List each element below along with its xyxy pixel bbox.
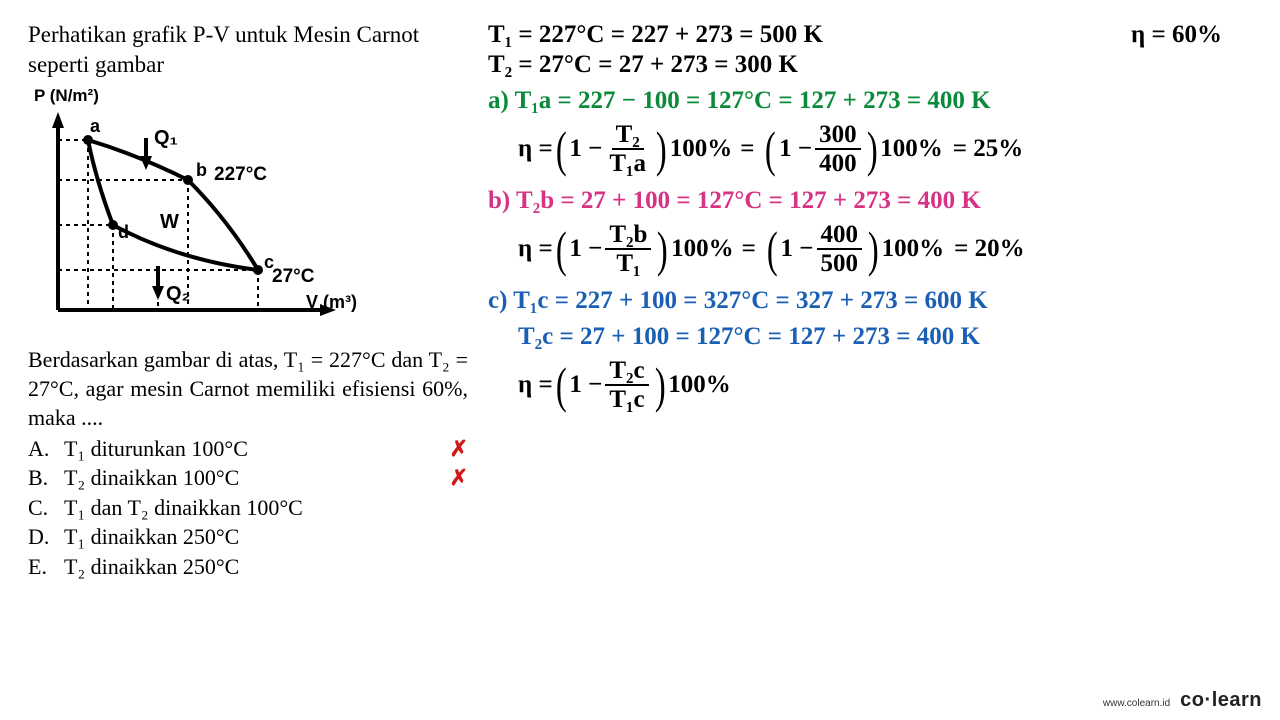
case-b-eta: η = ( 1 − T₂b T₁ ) 100% = ( 1 − 400 500 … [518,222,1262,276]
result: = 20% [954,234,1025,264]
numerator: T₂ [612,122,644,150]
option-letter: A. [28,434,64,463]
case-c-line2: T₂c = 27 + 100 = 127°C = 127 + 273 = 400… [518,322,1262,352]
q1-label: Q₁ [154,127,178,149]
one-minus: 1 − [569,370,602,400]
case-c-eta: η = ( 1 − T₂c T₁c ) 100% [518,358,1262,412]
paren-left: ( [765,129,776,169]
option-text: T₂ dinaikkan 250°C [64,552,468,581]
paren-left: ( [556,229,567,269]
one-minus: 1 − [569,234,602,264]
option-c: C. T₁ dan T₂ dinaikkan 100°C [28,493,468,522]
numerator: 400 [817,222,863,250]
case-b-header: b) T₂b = 27 + 100 = 127°C = 127 + 273 = … [488,186,1262,216]
paren-left: ( [767,229,778,269]
t1-conversion: T₁ = 227°C = 227 + 273 = 500 K [488,20,823,50]
option-e: E. T₂ dinaikkan 250°C [28,552,468,581]
option-text: T₁ dan T₂ dinaikkan 100°C [64,493,468,522]
numerator: T₂b [605,222,651,250]
cross-mark-icon: ✗ [450,463,468,492]
denominator: 400 [815,150,861,176]
one-minus: 1 − [779,134,812,164]
denominator: T₁c [605,386,648,412]
paren-right: ) [867,129,878,169]
problem-body: Berdasarkan gambar di atas, T₁ = 227°C d… [28,345,468,432]
fraction: T₂c T₁c [605,358,648,412]
footer-logo: co·learn [1180,689,1262,712]
q2-label: Q₂ [166,283,190,305]
option-letter: E. [28,552,64,581]
cross-mark-icon: ✗ [450,434,468,463]
paren-left: ( [556,365,567,405]
eta-target: η = 60% [1131,20,1222,50]
paren-right: ) [655,365,666,405]
option-a: A. T₁ diturunkan 100°C ✗ [28,434,468,463]
paren-left: ( [556,129,567,169]
percent: 100% [671,234,734,264]
problem-title: Perhatikan grafik P-V untuk Mesin Carnot… [28,20,468,80]
case-a-eta: η = ( 1 − T₂ T₁a ) 100% = ( 1 − 300 400 … [518,122,1262,176]
denominator: T₁a [605,150,650,176]
percent: 100% [670,134,733,164]
t-hot-label: 227°C [214,164,267,185]
fraction: T₂b T₁ [605,222,651,276]
option-text: T₁ dinaikkan 250°C [64,522,468,551]
y-axis-label: P (N/m²) [34,86,468,106]
t2-conversion: T₂ = 27°C = 27 + 273 = 300 K [488,50,1262,80]
point-b-label: b [196,160,207,180]
point-d-label: d [118,222,129,242]
paren-right: ) [657,229,668,269]
solution-column: T₁ = 227°C = 227 + 273 = 500 K η = 60% T… [468,20,1262,680]
fraction: 300 400 [815,122,861,176]
numerator: T₂c [605,358,648,386]
page-container: Perhatikan grafik P-V untuk Mesin Carnot… [0,0,1280,690]
one-minus: 1 − [569,134,602,164]
logo-post: learn [1212,689,1262,711]
percent: 100% [668,370,731,400]
equals: = [740,134,754,164]
problem-column: Perhatikan grafik P-V untuk Mesin Carnot… [28,20,468,680]
option-letter: D. [28,522,64,551]
paren-right: ) [656,129,667,169]
paren-right: ) [868,229,879,269]
case-a-header: a) T₁a = 227 − 100 = 127°C = 127 + 273 =… [488,86,1262,116]
denominator: 500 [817,250,863,276]
pv-graph-svg: a b c d Q₁ Q₂ W 227°C 27°C V (m³) [28,110,368,330]
x-axis-label: V (m³) [306,292,357,312]
eta-label: η = [518,134,553,164]
w-label: W [160,211,179,233]
answer-options: A. T₁ diturunkan 100°C ✗ B. T₂ dinaikkan… [28,434,468,581]
logo-dot: · [1205,689,1212,711]
fraction: 400 500 [817,222,863,276]
denominator: T₁ [612,250,644,276]
t-cold-label: 27°C [272,266,315,287]
percent: 100% [882,234,945,264]
option-text: T₂ dinaikkan 100°C [64,463,446,492]
case-c-line1: c) T₁c = 227 + 100 = 327°C = 327 + 273 =… [488,286,1262,316]
title-line-2: seperti gambar [28,52,164,77]
point-a-label: a [90,116,101,136]
percent: 100% [880,134,943,164]
footer: www.colearn.id co·learn [1103,689,1262,712]
title-line-1: Perhatikan grafik P-V untuk Mesin Carnot [28,22,419,47]
pv-graph: a b c d Q₁ Q₂ W 227°C 27°C V (m³) [28,110,468,335]
option-letter: B. [28,463,64,492]
footer-url: www.colearn.id [1103,698,1170,709]
eta-label: η = [518,234,553,264]
fraction: T₂ T₁a [605,122,650,176]
option-b: B. T₂ dinaikkan 100°C ✗ [28,463,468,492]
option-letter: C. [28,493,64,522]
numerator: 300 [815,122,861,150]
eta-label: η = [518,370,553,400]
result: = 25% [953,134,1024,164]
option-d: D. T₁ dinaikkan 250°C [28,522,468,551]
one-minus: 1 − [781,234,814,264]
logo-pre: co [1180,689,1204,711]
option-text: T₁ diturunkan 100°C [64,434,446,463]
equals: = [742,234,756,264]
solution-top-row: T₁ = 227°C = 227 + 273 = 500 K η = 60% [488,20,1262,50]
